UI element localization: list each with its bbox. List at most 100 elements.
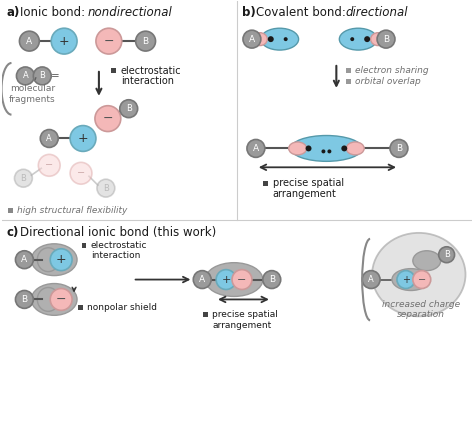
Text: −: − bbox=[104, 35, 114, 48]
Text: +: + bbox=[402, 275, 410, 285]
Text: B: B bbox=[444, 250, 449, 259]
Circle shape bbox=[17, 67, 34, 85]
Ellipse shape bbox=[261, 28, 299, 50]
Text: A: A bbox=[253, 144, 259, 153]
Ellipse shape bbox=[31, 284, 77, 315]
Ellipse shape bbox=[372, 233, 465, 317]
Text: +: + bbox=[59, 35, 70, 48]
Text: precise spatial: precise spatial bbox=[273, 178, 344, 188]
Text: arrangement: arrangement bbox=[212, 321, 272, 330]
Circle shape bbox=[136, 31, 155, 51]
Circle shape bbox=[70, 162, 92, 184]
Bar bbox=[78, 305, 82, 310]
Ellipse shape bbox=[413, 251, 441, 271]
Bar bbox=[346, 69, 351, 73]
Text: Directional ionic bond (this work): Directional ionic bond (this work) bbox=[20, 226, 217, 239]
Text: c): c) bbox=[7, 226, 19, 239]
Text: electrostatic: electrostatic bbox=[91, 241, 147, 250]
Ellipse shape bbox=[392, 269, 430, 291]
Text: directional: directional bbox=[345, 6, 408, 19]
Ellipse shape bbox=[346, 142, 364, 155]
Bar bbox=[111, 69, 116, 73]
Circle shape bbox=[15, 169, 32, 187]
Text: B: B bbox=[126, 104, 132, 113]
Text: −: − bbox=[45, 160, 53, 170]
Ellipse shape bbox=[371, 33, 385, 46]
Text: A: A bbox=[26, 37, 32, 46]
Circle shape bbox=[321, 150, 326, 153]
Text: +: + bbox=[78, 132, 88, 145]
Bar bbox=[264, 181, 268, 186]
Circle shape bbox=[341, 145, 347, 151]
Circle shape bbox=[38, 154, 60, 176]
Text: molecular: molecular bbox=[10, 84, 55, 93]
Circle shape bbox=[232, 270, 252, 290]
Text: A: A bbox=[249, 35, 255, 43]
Ellipse shape bbox=[252, 33, 267, 46]
Circle shape bbox=[362, 271, 380, 288]
Text: +: + bbox=[221, 275, 231, 285]
Text: nonpolar shield: nonpolar shield bbox=[87, 303, 157, 312]
Text: b): b) bbox=[242, 6, 255, 19]
Circle shape bbox=[96, 28, 122, 54]
Ellipse shape bbox=[37, 288, 59, 311]
Circle shape bbox=[306, 145, 311, 151]
Text: orbital overlap: orbital overlap bbox=[355, 78, 421, 86]
Circle shape bbox=[33, 67, 51, 85]
Text: arrangement: arrangement bbox=[273, 189, 337, 199]
Circle shape bbox=[16, 251, 33, 269]
Circle shape bbox=[50, 288, 72, 311]
Circle shape bbox=[97, 179, 115, 197]
Circle shape bbox=[247, 139, 265, 157]
Text: −: − bbox=[237, 275, 246, 285]
Circle shape bbox=[40, 130, 58, 147]
Bar bbox=[346, 79, 351, 84]
Circle shape bbox=[216, 270, 236, 290]
Ellipse shape bbox=[339, 28, 377, 50]
Text: =: = bbox=[51, 71, 60, 81]
Text: electron sharing: electron sharing bbox=[355, 66, 429, 75]
Text: B: B bbox=[39, 72, 45, 81]
Circle shape bbox=[51, 28, 77, 54]
Circle shape bbox=[95, 106, 121, 132]
Circle shape bbox=[413, 271, 431, 288]
Text: B: B bbox=[383, 35, 389, 43]
Text: B: B bbox=[269, 275, 275, 284]
Text: A: A bbox=[199, 275, 205, 284]
Ellipse shape bbox=[31, 244, 77, 276]
Circle shape bbox=[350, 37, 354, 41]
Bar bbox=[82, 243, 86, 248]
Text: B: B bbox=[143, 37, 149, 46]
Ellipse shape bbox=[291, 135, 362, 161]
Circle shape bbox=[397, 271, 415, 288]
Ellipse shape bbox=[205, 263, 263, 296]
Text: B: B bbox=[21, 295, 27, 304]
Text: A: A bbox=[46, 134, 52, 143]
Circle shape bbox=[438, 247, 455, 263]
Text: A: A bbox=[368, 275, 374, 284]
Circle shape bbox=[284, 37, 288, 41]
Text: +: + bbox=[56, 253, 66, 266]
Text: interaction: interaction bbox=[91, 251, 140, 260]
Text: ,: , bbox=[33, 71, 37, 81]
Circle shape bbox=[263, 271, 281, 288]
Ellipse shape bbox=[289, 142, 307, 155]
Text: a): a) bbox=[7, 6, 20, 19]
Circle shape bbox=[70, 126, 96, 151]
Circle shape bbox=[50, 249, 72, 271]
Text: B: B bbox=[103, 184, 109, 193]
Circle shape bbox=[16, 291, 33, 308]
Text: −: − bbox=[56, 293, 66, 306]
Text: B: B bbox=[396, 144, 402, 153]
Text: B: B bbox=[20, 174, 27, 183]
Bar bbox=[8, 207, 13, 213]
Circle shape bbox=[268, 36, 274, 42]
Text: −: − bbox=[102, 112, 113, 125]
Bar bbox=[203, 312, 208, 317]
Circle shape bbox=[120, 100, 137, 118]
Text: −: − bbox=[77, 168, 85, 178]
Text: high structural flexibility: high structural flexibility bbox=[18, 205, 128, 215]
Text: precise spatial: precise spatial bbox=[212, 310, 278, 319]
Circle shape bbox=[328, 150, 331, 153]
Text: Covalent bond:: Covalent bond: bbox=[256, 6, 349, 19]
